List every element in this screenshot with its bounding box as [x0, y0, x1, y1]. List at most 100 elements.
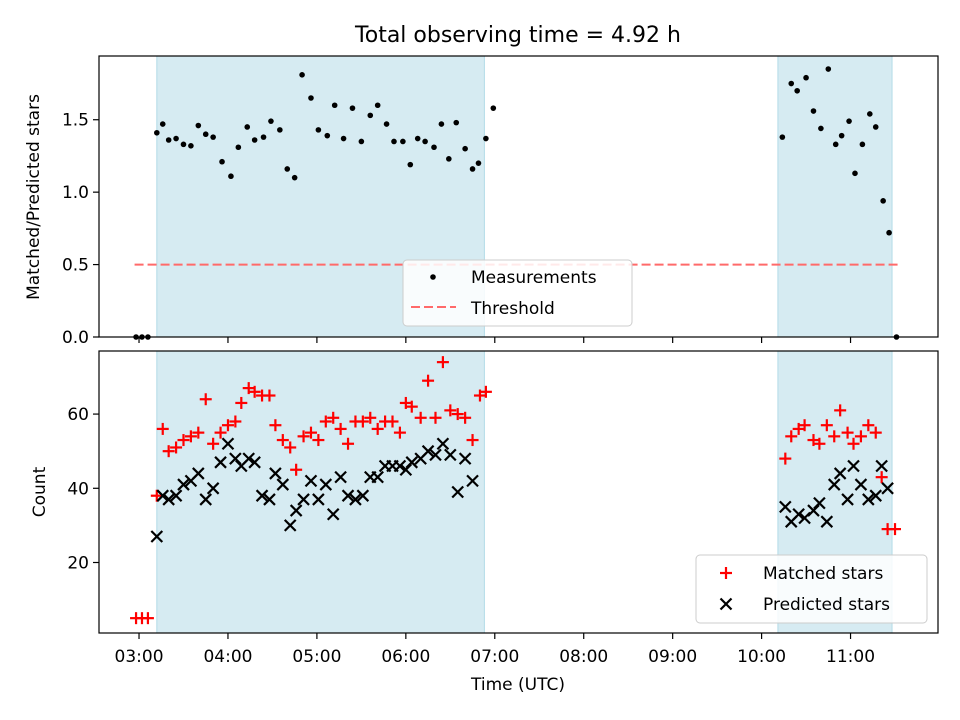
- matched-stars-point: [150, 489, 163, 502]
- measurements-point: [469, 166, 476, 172]
- count-y-axis-label: Count: [30, 466, 50, 517]
- matched-stars-point: [156, 422, 169, 435]
- measurements-point: [219, 158, 225, 165]
- predicted-stars-point: [813, 496, 826, 510]
- measurements-point: [422, 138, 428, 145]
- measurements-point: [315, 127, 322, 133]
- legend-box: [695, 554, 928, 624]
- matched-stars-point: [221, 419, 234, 432]
- predicted-stars-point: [458, 452, 472, 465]
- matched-stars-point: [141, 612, 154, 625]
- matched-stars-point: [364, 411, 377, 424]
- predicted-stars-point: [269, 467, 282, 480]
- predicted-stars-point: [242, 452, 255, 465]
- matched-stars-point: [444, 404, 457, 417]
- predicted-stars-point: [326, 507, 340, 521]
- x-tick-label: 09:00: [648, 647, 697, 667]
- predicted-stars-point: [833, 467, 847, 480]
- measurements-point: [228, 173, 234, 180]
- measurements-point: [358, 138, 365, 145]
- predicted-stars-point: [444, 448, 457, 462]
- measurements-point: [490, 105, 497, 111]
- measurements-point: [852, 170, 858, 177]
- measurements-point: [235, 144, 242, 151]
- legend-label-threshold: Threshold: [470, 299, 555, 319]
- predicted-stars-point: [869, 489, 883, 502]
- x-tick-label: 03:00: [115, 647, 164, 667]
- ratio-y-axis-label: Matched/Predicted stars: [24, 94, 44, 300]
- matched-stars-point: [342, 437, 355, 450]
- measurements-point: [838, 132, 845, 139]
- measurements-point: [810, 108, 817, 114]
- matched-stars-point: [459, 411, 472, 424]
- predicted-stars-point: [319, 478, 333, 491]
- measurements-point: [872, 124, 879, 130]
- measurements-point: [367, 112, 374, 119]
- count-panel: Matched stars Predicted stars 20 40 60 03:0…: [30, 350, 939, 695]
- measurements-point: [400, 138, 406, 145]
- predicted-stars-point: [881, 482, 894, 495]
- predicted-stars-point: [451, 485, 465, 499]
- matched-stars-point: [177, 434, 190, 447]
- measurements-point: [475, 160, 482, 166]
- measurements-point: [846, 118, 852, 124]
- measurements-point: [391, 138, 397, 145]
- observing-window-shade: [156, 350, 485, 634]
- matched-stars-point: [248, 385, 261, 398]
- matched-stars-point: [405, 400, 418, 413]
- matched-stars-point: [854, 430, 867, 443]
- ratio-plot-frame: [98, 55, 939, 338]
- y-tick-label: 0.5: [62, 256, 89, 276]
- measurements-point: [324, 132, 331, 139]
- predicted-stars-point: [221, 437, 235, 451]
- count-x-axis: 03:00 04:00 05:00 06:00 07:00 08:00 09:00 10:00…: [115, 633, 875, 667]
- matched-stars-point: [386, 415, 399, 428]
- matched-stars-point: [276, 434, 289, 447]
- ratio-x-axis: [138, 337, 852, 343]
- legend-label-predicted-stars: Predicted stars: [763, 595, 890, 615]
- predicted-stars-point: [276, 478, 290, 491]
- matched-stars-point: [269, 419, 282, 432]
- count-legend: Matched stars Predicted stars: [695, 554, 928, 624]
- measurements-point: [308, 95, 314, 101]
- measurements-point: [340, 135, 347, 142]
- predicted-stars-point: [248, 456, 261, 469]
- matched-stars-point: [479, 385, 492, 398]
- matched-stars-point: [319, 415, 332, 428]
- legend-box: [402, 259, 633, 327]
- predicted-stars-point: [792, 507, 805, 521]
- measurements-point: [299, 72, 305, 78]
- matched-stars-point: [334, 422, 347, 435]
- x-tick-label: 08:00: [559, 647, 608, 667]
- predicted-stars-point: [255, 489, 269, 502]
- predicted-stars-point: [206, 482, 220, 495]
- predicted-stars-point: [349, 493, 362, 506]
- measurements-point: [794, 87, 800, 94]
- measurements-point: [159, 121, 166, 127]
- predicted-stars-point: [297, 493, 310, 506]
- y-tick-label: 40: [67, 479, 89, 499]
- y-tick-label: 1.0: [62, 183, 89, 203]
- measurements-point: [374, 102, 381, 109]
- x-tick-label: 07:00: [470, 647, 519, 667]
- measurements-point: [291, 174, 298, 181]
- matched-stars-point: [393, 426, 406, 439]
- matched-stars-point: [847, 437, 860, 450]
- matched-stars-point: [785, 430, 798, 443]
- predicted-stars-point: [371, 470, 384, 484]
- matched-stars-point: [162, 445, 175, 458]
- predicted-stars-legend-marker: [719, 597, 733, 611]
- measurements-legend-marker: [430, 274, 436, 280]
- predicted-stars-point: [862, 493, 875, 506]
- predicted-stars-point: [156, 489, 170, 502]
- predicted-stars-point: [393, 459, 407, 473]
- legend-label-measurements: Measurements: [471, 268, 597, 288]
- matched-stars-point: [466, 434, 479, 447]
- predicted-stars-point: [356, 489, 370, 502]
- predicted-stars-point: [841, 493, 854, 506]
- matched-stars-point: [371, 422, 384, 435]
- x-tick-label: 11:00: [826, 647, 875, 667]
- measurements-point: [880, 198, 886, 204]
- measurements-point: [268, 118, 274, 124]
- matched-stars-point: [414, 411, 427, 424]
